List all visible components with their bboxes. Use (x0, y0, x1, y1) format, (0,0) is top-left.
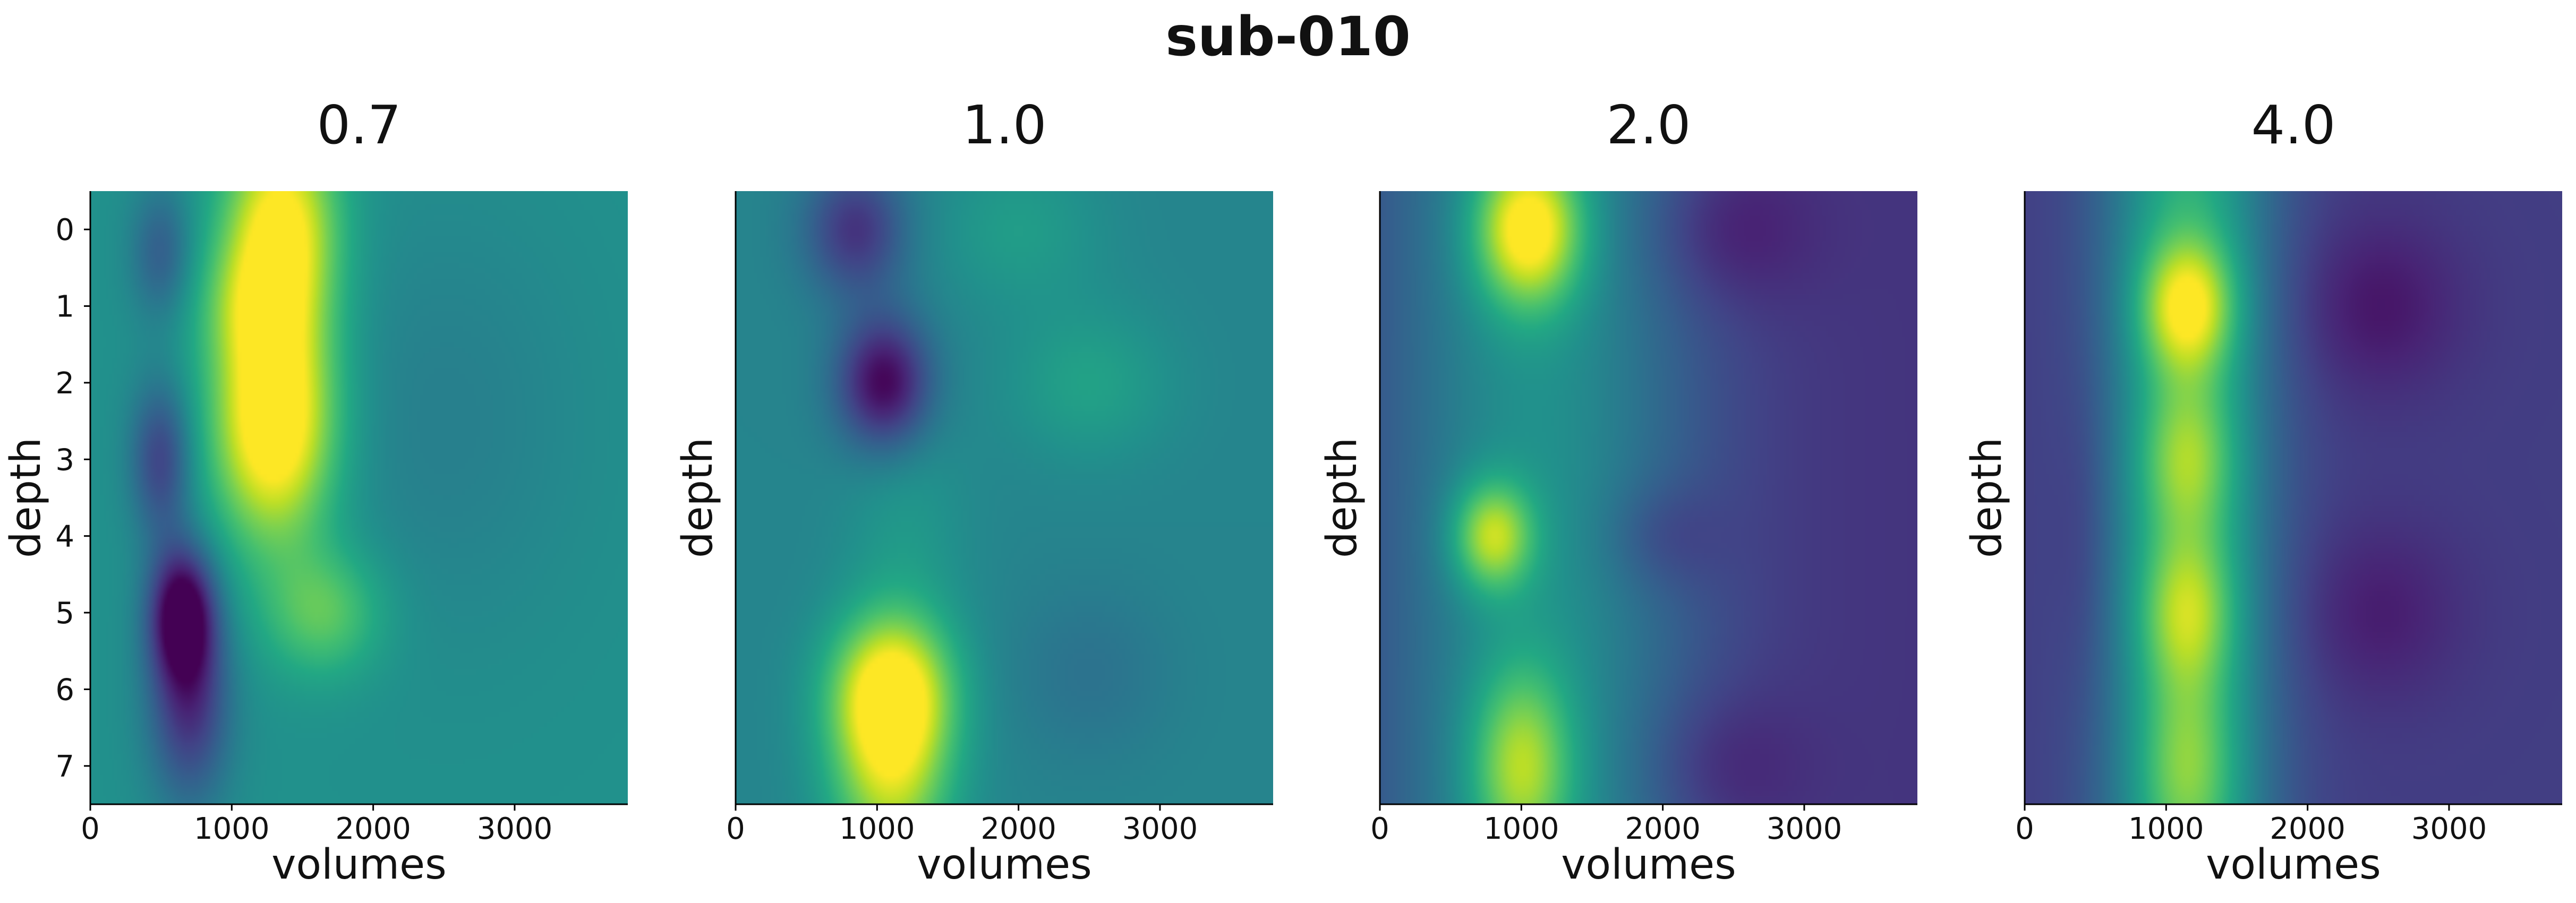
panel-0: 0.7 0 1000 2000 3000 volumes 0 1 2 3 4 5 6 7 depth (2, 94, 628, 889)
heatmap-image (736, 191, 1273, 804)
x-tick-label: 3000 (477, 812, 553, 846)
y-axis-label: depth (1318, 437, 1366, 558)
x-tick-label: 1000 (1483, 812, 1559, 846)
x-tick-label: 0 (1370, 812, 1389, 846)
heatmap-image (1380, 191, 1917, 804)
y-tick-label: 4 (55, 520, 74, 554)
x-tick-label: 1000 (839, 812, 915, 846)
panel-1: 1.0 0 1000 2000 3000 volumes depth (674, 94, 1273, 889)
x-tick-label: 2000 (2270, 812, 2345, 846)
x-axis-label: volumes (917, 841, 1092, 889)
x-tick-label: 3000 (1122, 812, 1198, 846)
panel-2: 2.0 0 1000 2000 3000 volumes depth (1318, 94, 1917, 889)
y-tick-label: 1 (55, 290, 74, 324)
x-tick-label: 2000 (980, 812, 1056, 846)
figure-title: sub-010 (1165, 5, 1411, 68)
y-tick-label: 7 (55, 750, 74, 784)
y-tick-label: 5 (55, 596, 74, 631)
panel-title: 0.7 (317, 94, 401, 156)
x-tick-label: 1000 (2128, 812, 2204, 846)
x-tick-label: 1000 (194, 812, 270, 846)
y-tick-label: 0 (55, 213, 74, 247)
x-tick-label: 2000 (1625, 812, 1701, 846)
x-axis-label: volumes (271, 841, 447, 889)
y-tick-label: 3 (55, 443, 74, 477)
panel-title: 1.0 (962, 94, 1046, 156)
x-tick-label: 2000 (335, 812, 411, 846)
x-tick-label: 3000 (1767, 812, 1843, 846)
heatmap-image (90, 191, 628, 804)
y-axis-label: depth (1963, 437, 2011, 558)
x-tick-label: 0 (726, 812, 745, 846)
x-axis-label: volumes (2206, 841, 2381, 889)
y-tick-label: 6 (55, 673, 74, 707)
y-tick-label: 2 (55, 366, 74, 401)
y-axis-label: depth (674, 437, 722, 558)
x-tick-label: 0 (2015, 812, 2034, 846)
y-axis-label: depth (2, 437, 50, 558)
panel-title: 2.0 (1606, 94, 1691, 156)
x-tick-label: 3000 (2411, 812, 2487, 846)
x-axis-label: volumes (1561, 841, 1736, 889)
x-tick-label: 0 (81, 812, 100, 846)
panel-title: 4.0 (2251, 94, 2335, 156)
heatmap-image (2025, 191, 2562, 804)
panel-3: 4.0 0 1000 2000 3000 volumes depth (1963, 94, 2562, 889)
